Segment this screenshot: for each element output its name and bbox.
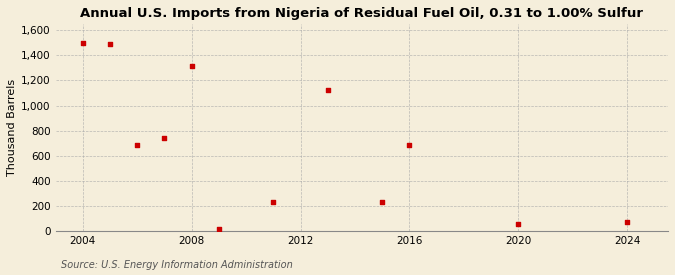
Point — [78, 40, 88, 45]
Point — [323, 88, 333, 93]
Point — [268, 199, 279, 204]
Title: Annual U.S. Imports from Nigeria of Residual Fuel Oil, 0.31 to 1.00% Sulfur: Annual U.S. Imports from Nigeria of Resi… — [80, 7, 643, 20]
Y-axis label: Thousand Barrels: Thousand Barrels — [7, 79, 17, 176]
Point — [513, 222, 524, 227]
Point — [622, 220, 632, 225]
Point — [404, 142, 415, 147]
Text: Source: U.S. Energy Information Administration: Source: U.S. Energy Information Administ… — [61, 260, 292, 270]
Point — [132, 142, 142, 147]
Point — [105, 42, 115, 46]
Point — [159, 136, 170, 141]
Point — [377, 199, 387, 204]
Point — [186, 64, 197, 68]
Point — [213, 227, 224, 231]
